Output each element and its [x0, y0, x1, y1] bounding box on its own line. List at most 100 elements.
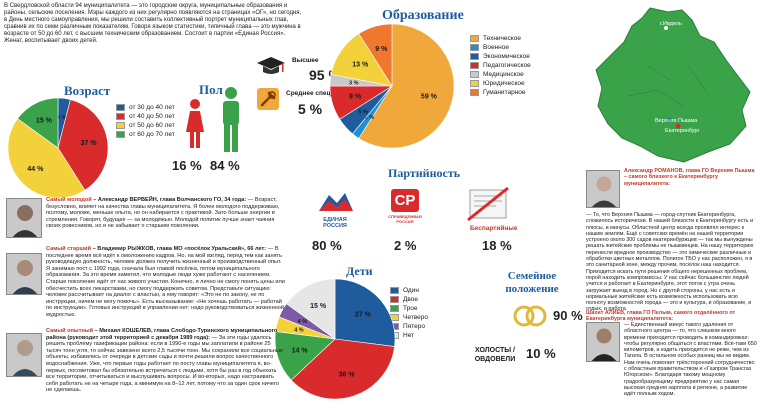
age-label-2: 44 %: [27, 166, 44, 173]
nonparty-label: Беспартийные: [470, 225, 518, 232]
bio-verveyn: Самый молодой – Александр ВЕРВЕЙН, глава…: [46, 197, 286, 230]
education-label-5: 13 %: [352, 61, 369, 68]
avatar-aliev: [586, 322, 620, 362]
education-legend-swatch-3: [470, 62, 479, 69]
bio-ryzhkov-tag: Самый старший: [46, 246, 92, 252]
children-label-0: 27 %: [355, 311, 372, 318]
age-label-3: 15 %: [36, 117, 53, 124]
children-label-4: 4 %: [298, 319, 308, 325]
age-legend-label-2: от 50 до 60 лет: [129, 121, 175, 129]
education-legend-swatch-6: [470, 89, 479, 96]
united-russia-logo: ЕДИНАЯ РОССИЯ: [312, 185, 358, 231]
children-slice-2: [274, 331, 336, 381]
education-slice-6: [358, 23, 393, 88]
education-pie-chart: 59 % 2 %5 % 9 % 3 % 13 % 9 %: [329, 23, 455, 149]
education-legend-label-3: Педагогическое: [483, 61, 531, 69]
children-legend-swatch-2: [390, 305, 399, 312]
map-label-ekb: Екатеринбург: [665, 128, 700, 134]
children-slice-1: [290, 338, 395, 400]
age-legend: от 30 до 40 лет от 40 до 50 лет от 50 до 6…: [116, 103, 175, 139]
bio-koshelev: Самый опытный – Михаил КОШЕЛЕВ, глава Сл…: [46, 328, 286, 394]
map-label-ivdel: г.Ивдель: [660, 21, 682, 27]
education-legend-label-4: Медицинское: [483, 70, 524, 78]
age-legend-label-1: от 40 до 50 лет: [129, 112, 175, 120]
tools-icon: [257, 88, 279, 110]
female-percent: 16 %: [172, 158, 202, 173]
age-label-1: 37 %: [81, 140, 98, 147]
children-legend-swatch-0: [390, 287, 399, 294]
single-value: 10 %: [526, 346, 556, 361]
bio-romanov-text: — То, что Верхняя Пышма — город-спутник …: [586, 212, 754, 313]
fair-russia-value: 2 %: [394, 238, 417, 253]
nonparty-value: 18 %: [482, 238, 512, 253]
age-slice-2: [7, 118, 86, 199]
education-legend-item-0: Техническое: [470, 34, 531, 43]
male-figure-icon: [223, 87, 239, 152]
bio-romanov: Александр РОМАНОВ, глава ГО Верхняя Пышм…: [624, 168, 758, 187]
education-legend-item-5: Юридическое: [470, 79, 531, 88]
children-legend-label-2: Трое: [403, 304, 418, 312]
party-title: Партийность: [388, 166, 461, 180]
children-label-2: 14 %: [292, 347, 309, 354]
fair-russia-logo-text: СПРАВЕДЛИВАЯ РОССИЯ: [388, 213, 422, 224]
secondary-education-label: Среднее специальное: [286, 90, 358, 97]
male-percent: 84 %: [210, 158, 240, 173]
children-legend-label-5: Нет: [403, 331, 415, 339]
bear-emblem-icon: [319, 193, 353, 211]
bio-romanov-name: Александр РОМАНОВ, глава ГО Верхняя Пышм…: [624, 168, 755, 187]
avatar-verveyn: [6, 198, 42, 238]
education-legend-label-5: Юридическое: [483, 79, 525, 87]
education-legend-label-0: Техническое: [483, 34, 521, 42]
bio-aliev-name: Шахит АЛИЕВ, глава ГО Пелым, самого отда…: [586, 310, 736, 323]
children-slice-0: [334, 278, 396, 347]
fair-russia-logo: СР СПРАВЕДЛИВАЯ РОССИЯ: [385, 184, 425, 228]
children-legend-item-0: Один: [390, 286, 428, 295]
education-legend-label-6: Гуманитарное: [483, 88, 526, 96]
age-legend-item-0: от 30 до 40 лет: [116, 103, 175, 112]
children-legend-label-3: Четверо: [403, 313, 428, 321]
age-legend-item-3: от 60 до 70 лет: [116, 130, 175, 139]
bio-koshelev-text: — За эти годы удалось решить проблему га…: [46, 334, 283, 394]
education-legend-label-1: Военное: [483, 43, 509, 51]
education-legend: Техническое Военное Экономическое Педагогич…: [470, 34, 531, 97]
age-legend-item-1: от 40 до 50 лет: [116, 112, 175, 121]
education-legend-swatch-1: [470, 44, 479, 51]
avatar-koshelev: [6, 333, 42, 377]
children-legend-label-1: Двое: [403, 295, 419, 303]
age-legend-swatch-1: [116, 113, 125, 120]
age-legend-swatch-2: [116, 122, 125, 129]
age-legend-label-0: от 30 до 40 лет: [129, 103, 175, 111]
children-pie-chart: 27 % 36 % 14 % 4 % 4 % 15 %: [274, 278, 396, 400]
children-label-3: 4 %: [294, 328, 304, 334]
bio-koshelev-tag: Самый опытный: [46, 328, 94, 334]
age-label-0: 4 %: [57, 115, 67, 121]
married-value: 90 %: [553, 308, 583, 323]
education-legend-item-3: Педагогическое: [470, 61, 531, 70]
bio-aliev-text: — Единственный минус такого удаления от …: [624, 322, 757, 398]
education-slice-0: [358, 23, 455, 149]
age-title: Возраст: [64, 83, 111, 98]
intro-text: В Свердловской области 94 муниципалитета…: [4, 3, 302, 44]
children-title: Дети: [346, 264, 373, 278]
bio-verveyn-tag: Самый молодой: [46, 197, 92, 203]
map-label-pyshma: Верхняя Пышма: [655, 118, 698, 124]
age-pie-chart: 4 % 37 % 44 % 15 %: [7, 97, 109, 199]
children-label-1: 36 %: [339, 371, 356, 378]
children-legend-swatch-1: [390, 296, 399, 303]
avatar-ryzhkov: [6, 253, 42, 295]
education-legend-swatch-5: [470, 80, 479, 87]
education-legend-item-1: Военное: [470, 43, 531, 52]
united-russia-logo-text: ЕДИНАЯ РОССИЯ: [323, 217, 347, 229]
family-title: Семейное положение: [505, 270, 559, 295]
age-legend-swatch-3: [116, 131, 125, 138]
bio-verveyn-name: – Александр ВЕРВЕЙН, глава Волчанского Г…: [93, 197, 247, 203]
bio-verveyn-text: — Возраст, безусловно, влияет на качеств…: [46, 197, 280, 230]
bio-ryzhkov-text: — В последнее время всё идёт к омоложени…: [46, 246, 285, 318]
children-legend-item-2: Трое: [390, 304, 428, 313]
graduation-cap-icon: [257, 57, 285, 74]
education-legend-swatch-0: [470, 35, 479, 42]
children-legend-label-0: Один: [403, 286, 419, 294]
united-russia-value: 80 %: [312, 238, 342, 253]
bio-ryzhkov: Самый старший – Владимир РЫЖКОВ, глава М…: [46, 246, 286, 319]
education-title: Образование: [382, 8, 464, 23]
